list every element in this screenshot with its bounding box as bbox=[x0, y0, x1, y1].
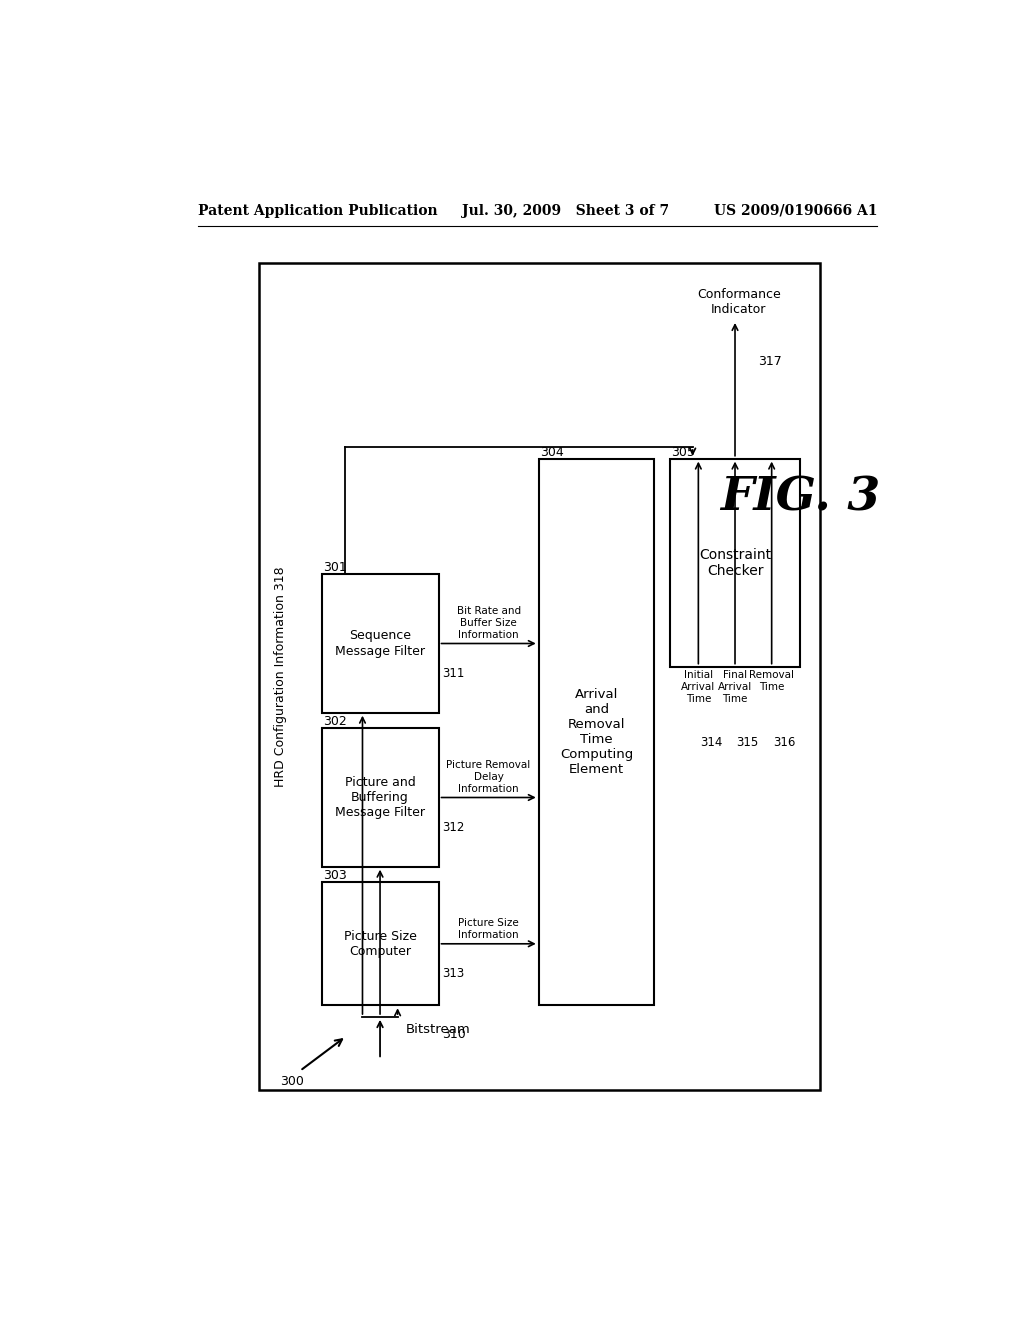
Text: Constraint
Checker: Constraint Checker bbox=[699, 548, 771, 578]
Text: 310: 310 bbox=[442, 1028, 466, 1041]
Text: Patent Application Publication: Patent Application Publication bbox=[199, 203, 438, 218]
Text: Arrival
and
Removal
Time
Computing
Element: Arrival and Removal Time Computing Eleme… bbox=[560, 688, 633, 776]
Text: Final
Arrival
Time: Final Arrival Time bbox=[718, 671, 753, 704]
Text: 314: 314 bbox=[699, 737, 722, 748]
Text: HRD Configuration Information 318: HRD Configuration Information 318 bbox=[274, 566, 287, 787]
Text: 300: 300 bbox=[280, 1074, 304, 1088]
Text: 305: 305 bbox=[671, 446, 695, 459]
Bar bbox=[322, 574, 438, 713]
Text: Sequence
Message Filter: Sequence Message Filter bbox=[335, 630, 425, 657]
Text: Picture Removal
Delay
Information: Picture Removal Delay Information bbox=[446, 760, 530, 793]
Bar bbox=[539, 459, 654, 1006]
Bar bbox=[322, 882, 438, 1006]
Text: Picture Size
Computer: Picture Size Computer bbox=[344, 929, 417, 958]
Text: Jul. 30, 2009   Sheet 3 of 7: Jul. 30, 2009 Sheet 3 of 7 bbox=[462, 203, 669, 218]
Text: 304: 304 bbox=[541, 446, 564, 459]
Text: Bit Rate and
Buffer Size
Information: Bit Rate and Buffer Size Information bbox=[457, 606, 520, 640]
Text: 315: 315 bbox=[736, 737, 759, 748]
Text: US 2009/0190666 A1: US 2009/0190666 A1 bbox=[714, 203, 878, 218]
Text: 312: 312 bbox=[442, 821, 465, 834]
Text: 313: 313 bbox=[442, 966, 465, 979]
Text: 301: 301 bbox=[323, 561, 347, 574]
Text: 317: 317 bbox=[758, 355, 782, 368]
Bar bbox=[670, 459, 801, 667]
Text: 311: 311 bbox=[442, 667, 465, 680]
Text: 303: 303 bbox=[323, 869, 347, 882]
Text: Conformance
Indicator: Conformance Indicator bbox=[697, 288, 780, 317]
Text: Initial
Arrival
Time: Initial Arrival Time bbox=[681, 671, 716, 704]
Text: Picture Size
Information: Picture Size Information bbox=[458, 919, 519, 940]
Text: FIG. 3: FIG. 3 bbox=[720, 474, 881, 520]
Text: Bitstream: Bitstream bbox=[407, 1023, 471, 1036]
Bar bbox=[322, 729, 438, 867]
Text: Picture and
Buffering
Message Filter: Picture and Buffering Message Filter bbox=[335, 776, 425, 818]
Bar bbox=[259, 263, 819, 1090]
Text: 316: 316 bbox=[773, 737, 796, 748]
Text: 302: 302 bbox=[323, 715, 347, 729]
Text: Removal
Time: Removal Time bbox=[750, 671, 795, 692]
